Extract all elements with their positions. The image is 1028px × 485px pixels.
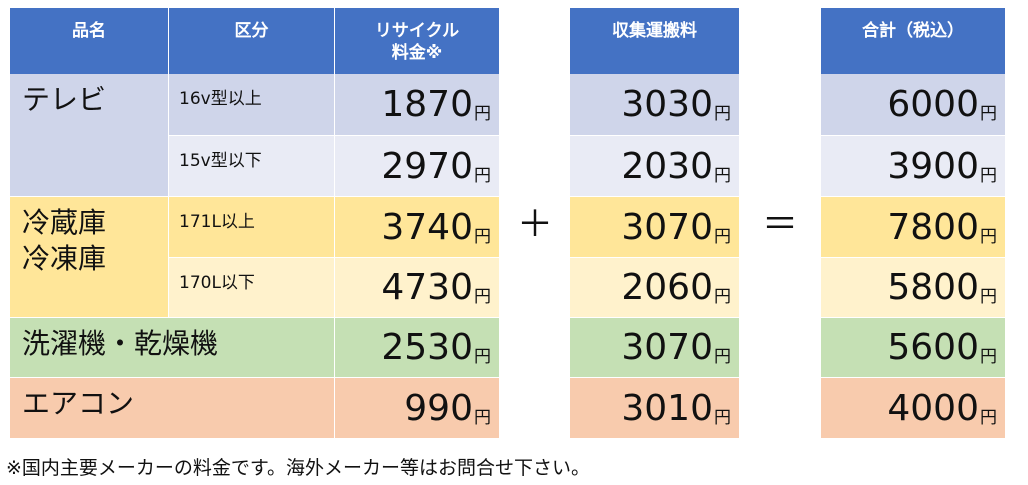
- subcategory-fridge-171l: 171L以上: [169, 197, 334, 257]
- total-value: 3900: [887, 145, 979, 187]
- recycle-fee-value: 990: [404, 387, 473, 429]
- yen-unit: 円: [714, 407, 731, 428]
- collection-fee-value: 3070: [621, 206, 713, 248]
- yen-unit: 円: [474, 407, 491, 428]
- header-category: 区分: [169, 8, 334, 74]
- total-value: 4000: [887, 387, 979, 429]
- recycle-fee-row-3: 3740 円: [335, 197, 499, 257]
- recycle-fee-value: 2970: [381, 145, 473, 187]
- equals-sign: ＝: [761, 204, 798, 245]
- yen-unit: 円: [980, 347, 997, 367]
- subcategory-fridge-170l: 170L以下: [169, 258, 334, 317]
- category-tv: テレビ: [10, 74, 168, 196]
- category-fridge: 冷蔵庫 冷凍庫: [10, 197, 168, 317]
- recycle-fee-row-2: 2970 円: [335, 136, 499, 196]
- recycle-fee-row-4: 4730 円: [335, 258, 499, 317]
- yen-unit: 円: [714, 226, 731, 247]
- recycle-fee-value: 1870: [381, 84, 473, 125]
- category-aircon: エアコン: [10, 378, 334, 438]
- total-row-6: 4000 円: [821, 378, 1005, 438]
- recycle-fee-row-6: 990 円: [335, 378, 499, 438]
- header-total: 合計（税込）: [821, 8, 1005, 74]
- yen-unit: 円: [474, 226, 491, 247]
- yen-unit: 円: [980, 165, 997, 186]
- collection-fee-row-1: 3030 円: [570, 74, 739, 135]
- collection-fee-value: 2030: [621, 145, 713, 187]
- recycle-fee-value: 4730: [381, 267, 473, 308]
- yen-unit: 円: [714, 104, 731, 124]
- collection-fee-row-6: 3010 円: [570, 378, 739, 438]
- subcategory-tv-16v: 16v型以上: [169, 74, 334, 135]
- total-row-2: 3900 円: [821, 136, 1005, 196]
- recycle-fee-value: 2530: [381, 327, 473, 368]
- recycle-fee-row-1: 1870 円: [335, 74, 499, 135]
- collection-fee-row-2: 2030 円: [570, 136, 739, 196]
- recycle-fee-value: 3740: [381, 206, 473, 248]
- recycle-fee-row-5: 2530 円: [335, 318, 499, 377]
- total-value: 5800: [887, 267, 979, 308]
- total-value: 6000: [887, 84, 979, 125]
- total-row-5: 5600 円: [821, 318, 1005, 377]
- collection-fee-value: 2060: [621, 267, 713, 308]
- yen-unit: 円: [474, 104, 491, 124]
- header-recycle-fee: リサイクル 料金※: [335, 8, 499, 74]
- header-collection-fee: 収集運搬料: [570, 8, 739, 74]
- yen-unit: 円: [714, 347, 731, 367]
- yen-unit: 円: [474, 165, 491, 186]
- yen-unit: 円: [714, 287, 731, 307]
- collection-fee-row-4: 2060 円: [570, 258, 739, 317]
- header-name: 品名: [10, 8, 168, 74]
- collection-fee-value: 3010: [621, 387, 713, 429]
- yen-unit: 円: [980, 287, 997, 307]
- yen-unit: 円: [980, 104, 997, 124]
- plus-sign: ＋: [516, 204, 553, 245]
- total-row-4: 5800 円: [821, 258, 1005, 317]
- total-row-1: 6000 円: [821, 74, 1005, 135]
- footnote: ※国内主要メーカーの料金です。海外メーカー等はお問合せ下さい。: [6, 457, 591, 479]
- yen-unit: 円: [980, 226, 997, 247]
- collection-fee-value: 3070: [621, 327, 713, 368]
- category-washer: 洗濯機・乾燥機: [10, 318, 334, 377]
- collection-fee-row-3: 3070 円: [570, 197, 739, 257]
- yen-unit: 円: [474, 347, 491, 367]
- yen-unit: 円: [474, 287, 491, 307]
- total-value: 7800: [887, 206, 979, 248]
- total-row-3: 7800 円: [821, 197, 1005, 257]
- subcategory-tv-15v: 15v型以下: [169, 136, 334, 196]
- collection-fee-row-5: 3070 円: [570, 318, 739, 377]
- yen-unit: 円: [714, 165, 731, 186]
- total-value: 5600: [887, 327, 979, 368]
- yen-unit: 円: [980, 407, 997, 428]
- collection-fee-value: 3030: [621, 84, 713, 125]
